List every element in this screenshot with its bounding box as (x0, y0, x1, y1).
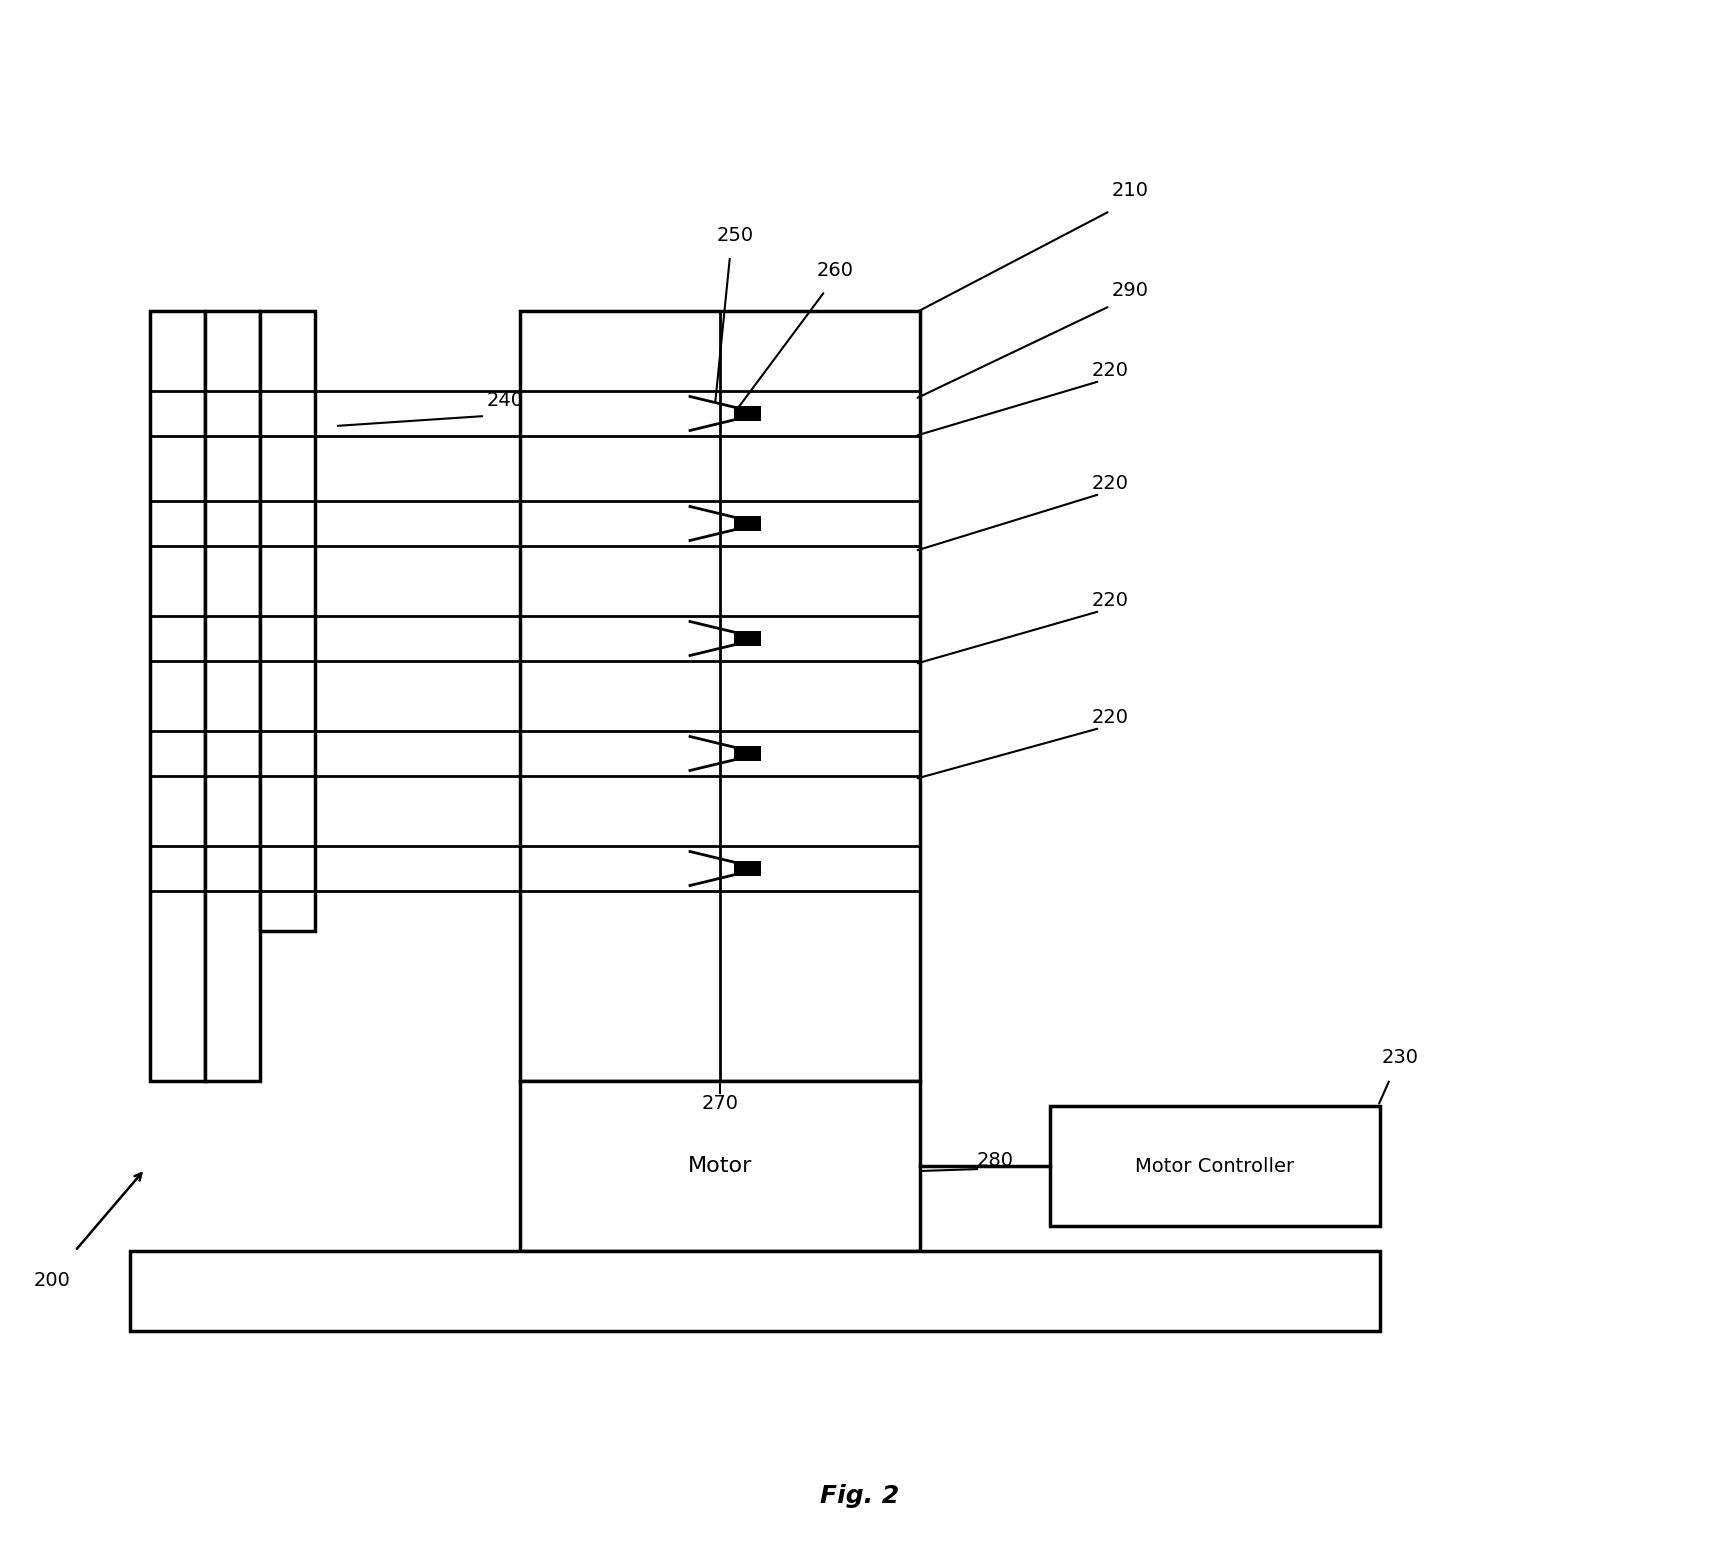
Bar (205, 311, 260, 1082)
Text: 290: 290 (1112, 281, 1148, 300)
Bar (735, 862, 761, 876)
Text: 220: 220 (1091, 475, 1129, 493)
Bar (1050, 1107, 1380, 1225)
Text: 280: 280 (976, 1150, 1014, 1171)
Text: Motor Controller: Motor Controller (1136, 1157, 1294, 1175)
Text: 250: 250 (716, 226, 754, 245)
Bar (735, 746, 761, 762)
Text: Fig. 2: Fig. 2 (821, 1485, 900, 1508)
Text: Motor: Motor (688, 1157, 752, 1175)
Text: 230: 230 (1382, 1047, 1418, 1068)
Text: 220: 220 (1091, 592, 1129, 610)
Text: 240: 240 (487, 390, 523, 411)
Bar (735, 406, 761, 421)
Text: 220: 220 (1091, 709, 1129, 727)
Bar (131, 1250, 1380, 1332)
Bar (735, 517, 761, 531)
Bar (520, 311, 921, 1082)
Text: 200: 200 (34, 1271, 71, 1289)
Text: 210: 210 (1112, 181, 1148, 200)
Text: 220: 220 (1091, 361, 1129, 379)
Bar (260, 311, 315, 930)
Text: 270: 270 (702, 1094, 738, 1113)
Bar (150, 311, 205, 1082)
Bar (735, 631, 761, 646)
Text: 260: 260 (816, 261, 854, 279)
Bar (520, 1082, 921, 1250)
